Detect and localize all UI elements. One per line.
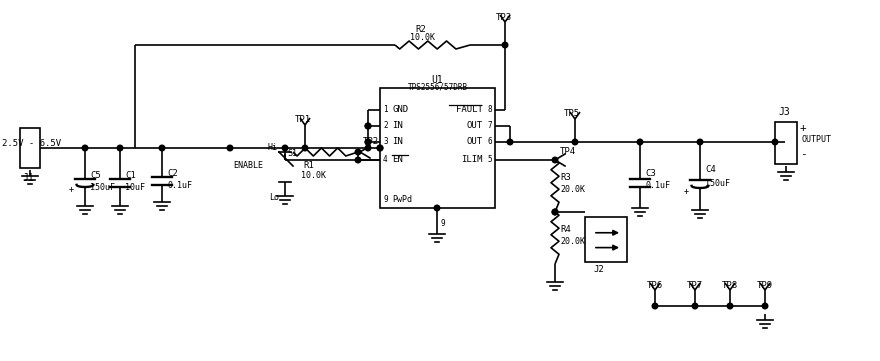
Text: 10uF: 10uF bbox=[125, 183, 145, 192]
Text: -: - bbox=[800, 149, 807, 159]
Text: OUT: OUT bbox=[467, 138, 483, 147]
Text: R1: R1 bbox=[303, 161, 314, 170]
Text: J1: J1 bbox=[22, 173, 33, 183]
Circle shape bbox=[637, 139, 642, 145]
Text: TP8: TP8 bbox=[722, 282, 738, 291]
Text: C2: C2 bbox=[167, 169, 178, 178]
Text: OUTPUT: OUTPUT bbox=[802, 135, 832, 144]
Circle shape bbox=[378, 145, 383, 151]
Circle shape bbox=[652, 303, 657, 309]
Text: 9: 9 bbox=[440, 218, 444, 227]
Text: TP6: TP6 bbox=[647, 282, 664, 291]
Text: 20.0K: 20.0K bbox=[560, 186, 585, 195]
Circle shape bbox=[159, 145, 165, 151]
Bar bbox=[585, 217, 627, 262]
Circle shape bbox=[697, 139, 703, 145]
Text: R2: R2 bbox=[415, 25, 426, 34]
Text: 0.1uF: 0.1uF bbox=[167, 180, 192, 190]
Circle shape bbox=[365, 139, 370, 145]
Circle shape bbox=[365, 123, 370, 129]
Text: R3: R3 bbox=[560, 174, 571, 183]
Text: 7: 7 bbox=[488, 122, 492, 130]
Text: GND: GND bbox=[392, 105, 408, 114]
Text: S1: S1 bbox=[287, 149, 297, 158]
Text: PwPd: PwPd bbox=[392, 196, 412, 204]
Text: TP5: TP5 bbox=[564, 109, 580, 118]
Circle shape bbox=[378, 145, 383, 151]
Circle shape bbox=[282, 145, 288, 151]
Circle shape bbox=[82, 145, 88, 151]
Circle shape bbox=[553, 209, 558, 215]
Text: IN: IN bbox=[392, 138, 403, 147]
Text: ENABLE: ENABLE bbox=[233, 161, 263, 170]
Circle shape bbox=[227, 145, 233, 151]
Text: 3: 3 bbox=[383, 138, 387, 147]
Text: 10.0K: 10.0K bbox=[410, 32, 435, 42]
Text: C1: C1 bbox=[125, 171, 136, 180]
Text: TP2: TP2 bbox=[363, 138, 379, 147]
Text: TPS2556/57DRB: TPS2556/57DRB bbox=[407, 83, 467, 91]
Circle shape bbox=[365, 145, 370, 151]
Text: ILIM: ILIM bbox=[461, 156, 483, 165]
Circle shape bbox=[762, 303, 767, 309]
Text: C3: C3 bbox=[645, 170, 656, 178]
Text: 20.0K: 20.0K bbox=[560, 238, 585, 247]
Text: TP3: TP3 bbox=[496, 13, 512, 22]
Text: C5: C5 bbox=[90, 171, 100, 180]
Circle shape bbox=[434, 205, 440, 211]
Text: TP9: TP9 bbox=[757, 282, 774, 291]
Circle shape bbox=[502, 42, 508, 48]
Text: 6: 6 bbox=[488, 138, 492, 147]
Circle shape bbox=[507, 139, 513, 145]
Text: OUT: OUT bbox=[467, 122, 483, 130]
Circle shape bbox=[693, 303, 698, 309]
Text: IN: IN bbox=[392, 122, 403, 130]
Text: Lo: Lo bbox=[269, 192, 279, 201]
Text: +: + bbox=[69, 186, 74, 195]
Text: TP7: TP7 bbox=[687, 282, 703, 291]
Text: 10.0K: 10.0K bbox=[301, 171, 326, 180]
Text: U1: U1 bbox=[431, 75, 444, 85]
Text: J3: J3 bbox=[778, 107, 789, 117]
Text: 150uF: 150uF bbox=[90, 183, 115, 192]
Text: 2: 2 bbox=[383, 122, 387, 130]
Text: C4: C4 bbox=[705, 165, 715, 174]
Text: Hi: Hi bbox=[267, 143, 277, 152]
Text: J2: J2 bbox=[593, 265, 604, 274]
Text: +: + bbox=[684, 187, 689, 196]
Text: 0.1uF: 0.1uF bbox=[645, 182, 670, 191]
Text: R4: R4 bbox=[560, 226, 571, 235]
Circle shape bbox=[365, 123, 370, 129]
Text: +: + bbox=[800, 123, 807, 133]
Circle shape bbox=[727, 303, 733, 309]
Bar bbox=[775, 122, 797, 164]
Circle shape bbox=[356, 149, 361, 155]
Circle shape bbox=[553, 209, 558, 215]
Text: 8: 8 bbox=[488, 105, 492, 114]
Bar bbox=[380, 88, 495, 208]
Circle shape bbox=[773, 139, 778, 145]
Circle shape bbox=[572, 139, 578, 145]
Text: FAULT: FAULT bbox=[456, 105, 483, 114]
Text: 2.5V - 6.5V: 2.5V - 6.5V bbox=[2, 139, 61, 148]
Text: TP4: TP4 bbox=[560, 148, 576, 157]
Bar bbox=[20, 128, 40, 168]
Text: 1: 1 bbox=[383, 105, 387, 114]
Circle shape bbox=[117, 145, 123, 151]
Text: 150uF: 150uF bbox=[705, 179, 730, 188]
Text: 4: 4 bbox=[383, 156, 387, 165]
Circle shape bbox=[356, 157, 361, 163]
Text: 9: 9 bbox=[383, 196, 387, 204]
Text: TP1: TP1 bbox=[295, 116, 312, 125]
Circle shape bbox=[302, 145, 308, 151]
Circle shape bbox=[365, 139, 370, 145]
Text: EN: EN bbox=[392, 156, 403, 165]
Circle shape bbox=[553, 157, 558, 163]
Text: 5: 5 bbox=[488, 156, 492, 165]
